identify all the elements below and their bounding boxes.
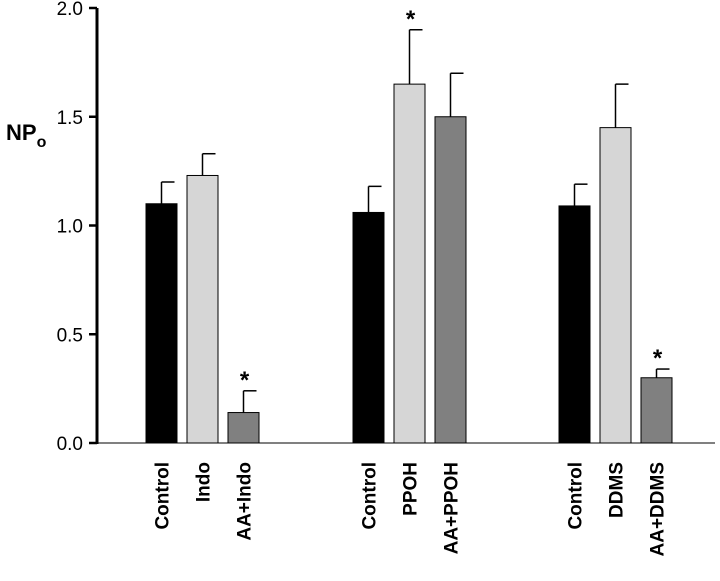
bar-ddms [599, 127, 632, 444]
bars: * * * [145, 6, 673, 444]
bar-ppoh [393, 83, 426, 444]
y-tick-label: 0.0 [57, 434, 83, 455]
y-axis-label: NPo [6, 120, 47, 151]
significance-marker: * [653, 345, 663, 372]
bar-control [352, 211, 385, 444]
category-label: AA+DDMS [648, 462, 669, 556]
y-axis: 0.0 0.5 1.0 1.5 2.0 [57, 0, 99, 455]
category-labels: Control Indo AA+Indo Control PPOH AA+PPOH Cont… [153, 462, 669, 556]
bar-control [145, 203, 178, 444]
bar-indo [186, 174, 219, 444]
y-tick-label: 0.5 [57, 325, 83, 346]
significance-marker: * [406, 6, 416, 33]
y-axis-label-main: NP [6, 120, 37, 145]
bar-aa-indo [227, 412, 260, 444]
y-tick-label: 1.0 [57, 217, 83, 238]
category-label: Control [360, 462, 381, 530]
bar-aa-ppoh [434, 116, 467, 444]
category-label: AA+Indo [235, 462, 256, 541]
significance-marker: * [240, 367, 250, 394]
y-axis-label-subscript: o [37, 134, 47, 151]
category-label: AA+PPOH [442, 462, 463, 554]
category-label: Indo [194, 462, 215, 502]
y-tick-label: 1.5 [57, 108, 83, 129]
category-label: Control [153, 462, 174, 530]
bar-control [558, 205, 591, 444]
category-label: DDMS [607, 462, 628, 518]
bar-aa-ddms [640, 377, 673, 444]
y-tick-label: 2.0 [57, 0, 83, 20]
category-label: PPOH [401, 462, 422, 516]
category-label: Control [566, 462, 587, 530]
